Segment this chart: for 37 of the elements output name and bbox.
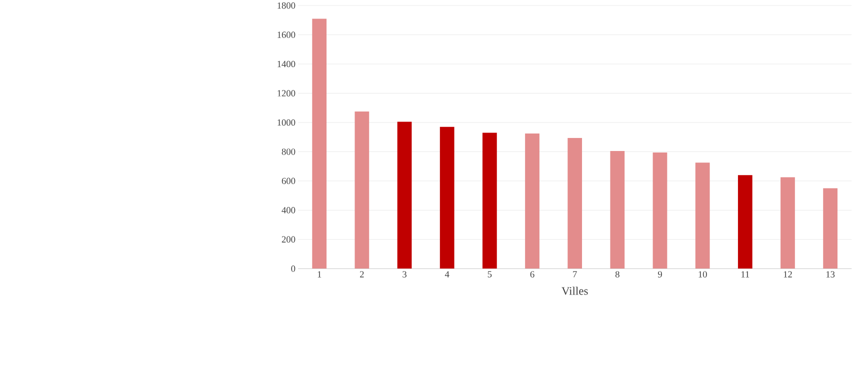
x-tick-label: 12 [784, 271, 792, 278]
y-tick-label: 1800 [278, 2, 296, 9]
x-tick-label: 3 [402, 271, 406, 278]
x-tick-label: 6 [530, 271, 534, 278]
y-tick-label: 1400 [278, 60, 296, 68]
x-tick-label: 11 [741, 271, 750, 278]
y-tick-label: 0 [291, 265, 296, 272]
y-tick-label: 200 [282, 236, 296, 242]
bar [695, 162, 710, 269]
bar [354, 111, 370, 269]
x-tick-label: 9 [658, 271, 662, 278]
y-tick-label: 1600 [278, 31, 296, 38]
bar [738, 174, 752, 269]
bar [397, 122, 412, 269]
y-tick-label: 800 [282, 148, 296, 155]
bar [652, 152, 668, 269]
bar [568, 138, 582, 269]
x-tick-label: 13 [826, 271, 835, 278]
x-tick-label: 10 [698, 271, 707, 278]
bar [440, 126, 454, 269]
bar [610, 150, 625, 269]
bar [482, 132, 497, 269]
x-axis-title: Villes [562, 286, 588, 295]
bar [823, 188, 838, 269]
bar [312, 18, 327, 269]
x-tick-label: 8 [615, 271, 620, 278]
bar [525, 133, 540, 269]
y-tick-label: 600 [282, 178, 296, 184]
bar [780, 177, 795, 269]
x-tick-label: 2 [360, 271, 364, 278]
x-tick-label: 5 [488, 271, 492, 278]
y-tick-label: 1000 [278, 119, 296, 126]
y-tick-label: 400 [282, 206, 296, 214]
y-tick-label: 1200 [278, 90, 296, 96]
x-tick-label: 4 [444, 271, 450, 278]
x-tick-label: 7 [573, 271, 577, 278]
x-tick-label: 1 [318, 271, 322, 278]
